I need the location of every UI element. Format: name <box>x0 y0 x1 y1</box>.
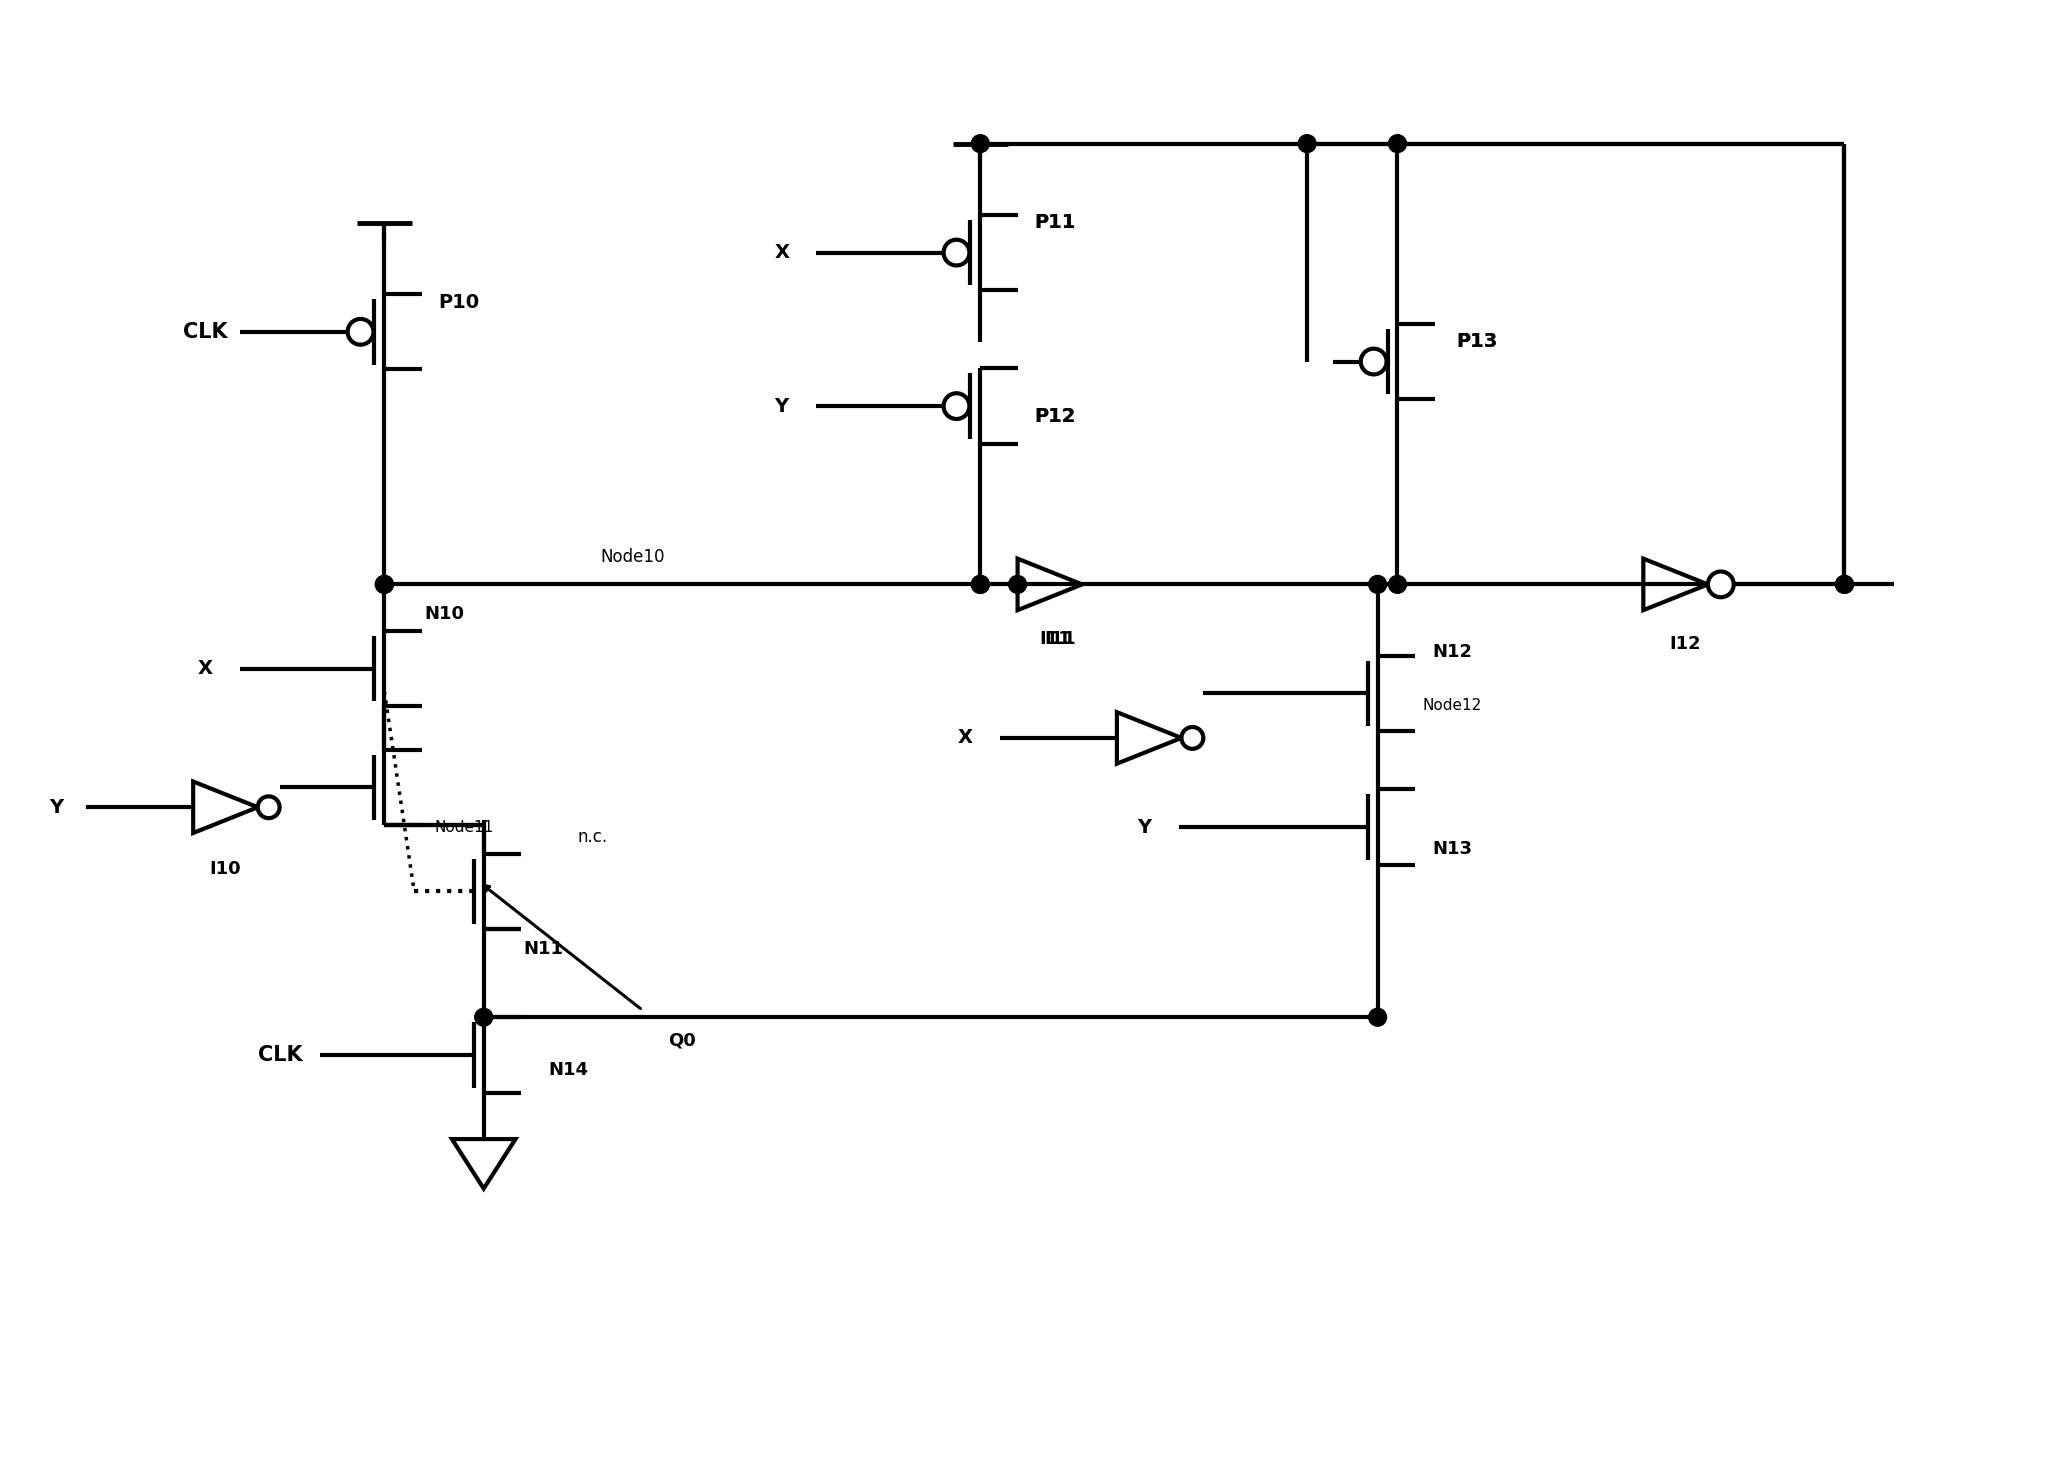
Circle shape <box>1369 1009 1387 1026</box>
Text: P13: P13 <box>1457 332 1498 351</box>
Text: N14: N14 <box>547 1061 589 1079</box>
Text: P12: P12 <box>1033 407 1076 426</box>
Circle shape <box>375 576 393 593</box>
Text: N12: N12 <box>1432 643 1471 660</box>
Text: P12: P12 <box>1033 407 1076 426</box>
Text: CLK: CLK <box>183 322 228 341</box>
Text: I11: I11 <box>1043 630 1076 647</box>
Circle shape <box>1299 134 1315 153</box>
Text: CLK: CLK <box>257 1045 303 1064</box>
Text: I10: I10 <box>210 860 241 878</box>
Circle shape <box>971 134 990 153</box>
Text: I12: I12 <box>1669 634 1702 653</box>
Text: P11: P11 <box>1033 213 1076 232</box>
Circle shape <box>1389 576 1406 593</box>
Text: I11: I11 <box>1039 630 1070 647</box>
Circle shape <box>475 1009 492 1026</box>
Circle shape <box>1708 572 1733 598</box>
Text: Y: Y <box>1138 818 1150 837</box>
Circle shape <box>1836 576 1854 593</box>
Text: X: X <box>957 729 973 748</box>
Text: X: X <box>198 659 214 678</box>
Text: Y: Y <box>49 798 64 816</box>
Text: P13: P13 <box>1457 332 1498 351</box>
Text: P11: P11 <box>1033 213 1076 232</box>
Text: Y: Y <box>774 397 788 416</box>
Circle shape <box>943 394 969 418</box>
Circle shape <box>1389 134 1406 153</box>
Circle shape <box>375 576 393 593</box>
Circle shape <box>348 319 372 344</box>
Text: Node11: Node11 <box>434 819 494 834</box>
Circle shape <box>971 576 990 593</box>
Circle shape <box>971 576 990 593</box>
Circle shape <box>1369 576 1387 593</box>
Text: X: X <box>774 243 788 262</box>
Text: N13: N13 <box>1432 840 1471 857</box>
Text: N10: N10 <box>424 605 463 623</box>
Text: P10: P10 <box>438 293 480 312</box>
Text: N11: N11 <box>523 940 564 958</box>
Circle shape <box>1360 348 1387 375</box>
Circle shape <box>257 796 280 818</box>
Text: Node12: Node12 <box>1422 698 1482 713</box>
Text: Node10: Node10 <box>601 548 665 566</box>
Text: n.c.: n.c. <box>578 828 607 846</box>
Circle shape <box>943 239 969 265</box>
Circle shape <box>1181 728 1204 749</box>
Circle shape <box>1836 576 1854 593</box>
Text: Q0: Q0 <box>669 1031 696 1048</box>
Circle shape <box>1008 576 1027 593</box>
